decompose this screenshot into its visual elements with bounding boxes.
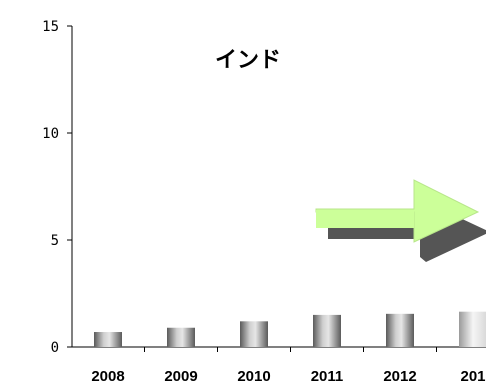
x-axis: 2008 2009 2010 2011 2012 201 xyxy=(91,347,486,385)
x-tick-label: 201 xyxy=(460,368,485,385)
x-tick-label: 2011 xyxy=(311,368,344,385)
right-arrow-icon xyxy=(315,179,486,262)
bar-201 xyxy=(459,311,486,347)
arrow-fill xyxy=(316,210,414,228)
bar-2009 xyxy=(167,327,195,347)
x-tick-label: 2012 xyxy=(383,368,416,385)
x-tick-label: 2008 xyxy=(91,368,124,385)
bar-2010 xyxy=(240,321,268,347)
x-tick-label: 2009 xyxy=(164,368,197,385)
bar-2011 xyxy=(313,314,341,347)
y-tick-label: 0 xyxy=(51,340,59,356)
y-axis: 0 5 10 15 xyxy=(42,19,72,356)
bars xyxy=(94,311,486,347)
y-tick-label: 15 xyxy=(42,19,59,35)
y-tick-label: 5 xyxy=(51,233,59,249)
x-tick-label: 2010 xyxy=(237,368,270,385)
y-tick-label: 10 xyxy=(42,126,59,142)
bar-2008 xyxy=(94,332,122,347)
bar-2012 xyxy=(386,313,414,347)
chart-title: インド xyxy=(215,48,281,73)
